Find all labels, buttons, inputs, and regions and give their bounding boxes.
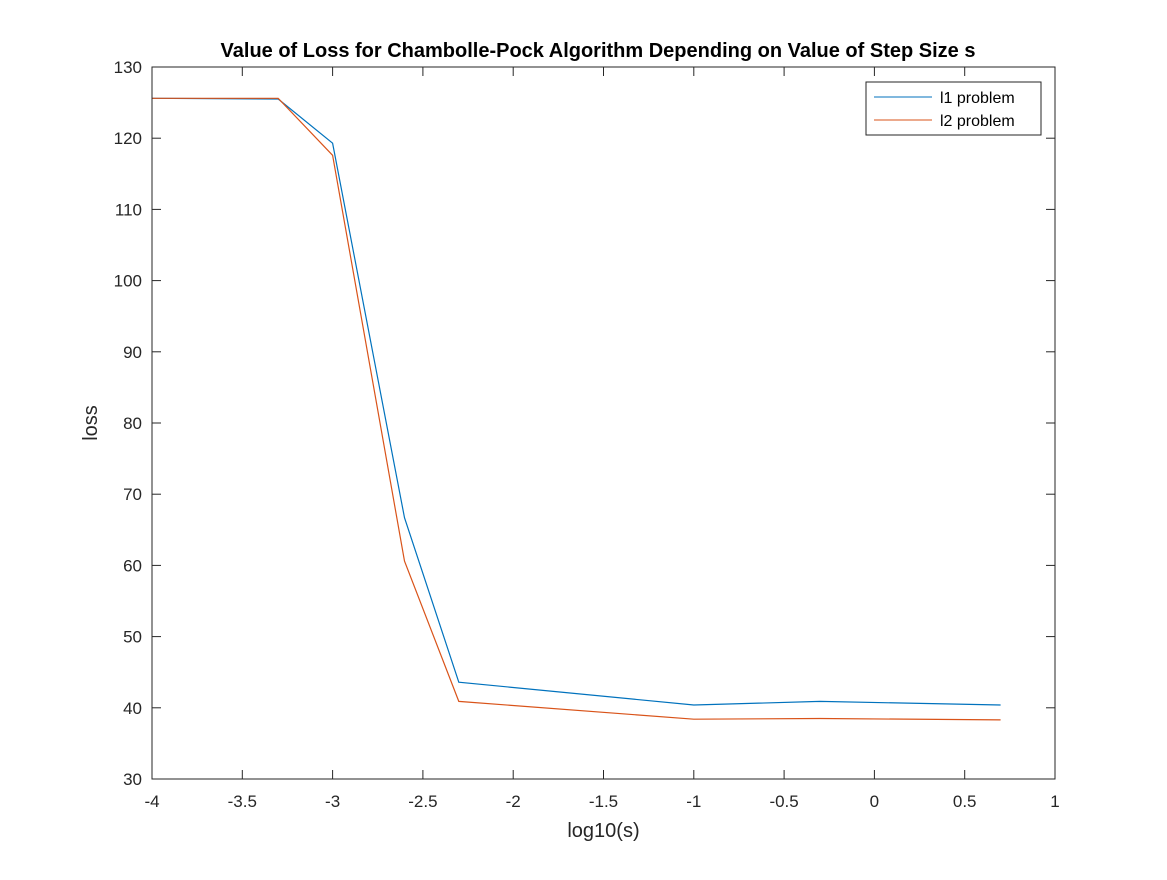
x-tick-label: -2.5 bbox=[408, 792, 437, 811]
x-tick-label: -2 bbox=[506, 792, 521, 811]
data-point bbox=[277, 97, 279, 99]
x-tick-label: -3.5 bbox=[228, 792, 257, 811]
chart-title: Value of Loss for Chambolle-Pock Algorit… bbox=[221, 40, 976, 62]
x-tick-label: -3 bbox=[325, 792, 340, 811]
x-tick-label: 0 bbox=[870, 792, 879, 811]
data-point bbox=[819, 717, 821, 719]
x-tick-label: -1 bbox=[686, 792, 701, 811]
axes-box bbox=[151, 66, 1056, 780]
y-axis-label: loss bbox=[80, 405, 102, 441]
y-tick-label: 110 bbox=[115, 200, 142, 219]
x-tick-label: 1 bbox=[1050, 792, 1059, 811]
y-tick-label: 90 bbox=[123, 343, 142, 362]
data-point bbox=[458, 700, 460, 702]
x-tick-label: 0.5 bbox=[953, 792, 977, 811]
x-tick-label: -4 bbox=[144, 792, 159, 811]
data-point bbox=[693, 718, 695, 720]
legend-label-l2: l2 problem bbox=[940, 113, 1015, 130]
legend: l1 problem l2 problem bbox=[865, 81, 1042, 136]
ticks-layer bbox=[151, 66, 1056, 780]
legend-box bbox=[865, 81, 1042, 136]
series-line-0 bbox=[151, 97, 1001, 706]
x-axis-label: log10(s) bbox=[567, 820, 639, 842]
y-tick-label: 100 bbox=[114, 272, 142, 291]
y-tick-label: 30 bbox=[123, 770, 142, 789]
data-point bbox=[999, 704, 1001, 706]
data-point bbox=[331, 154, 333, 156]
data-point bbox=[693, 704, 695, 706]
y-tick-label: 70 bbox=[123, 485, 142, 504]
y-tick-label: 120 bbox=[114, 129, 142, 148]
y-tick-label: 60 bbox=[123, 556, 142, 575]
data-point bbox=[403, 516, 405, 518]
tick-labels-layer: -4 -3.5 -3 -2.5 -2 -1.5 -1 -0.5 0 0.5 130405060708… bbox=[114, 58, 1060, 811]
data-point bbox=[999, 719, 1001, 721]
data-point bbox=[819, 700, 821, 702]
data-point bbox=[458, 681, 460, 683]
series-layer bbox=[151, 97, 1001, 721]
x-tick-label: -0.5 bbox=[769, 792, 798, 811]
series-line-1 bbox=[152, 97, 1001, 721]
data-point bbox=[403, 560, 405, 562]
x-tick-label: -1.5 bbox=[589, 792, 618, 811]
y-tick-label: 130 bbox=[114, 58, 142, 77]
legend-label-l1: l1 problem bbox=[940, 90, 1015, 107]
y-tick-label: 80 bbox=[123, 414, 142, 433]
y-tick-label: 40 bbox=[123, 699, 142, 718]
y-tick-label: 50 bbox=[123, 628, 142, 647]
data-point bbox=[331, 142, 333, 144]
